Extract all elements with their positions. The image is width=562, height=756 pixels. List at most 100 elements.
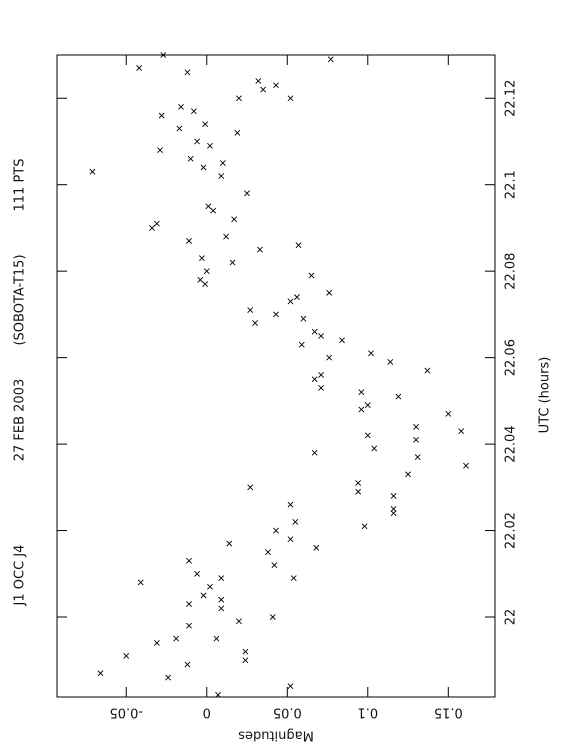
x-tick-label: 22	[504, 609, 519, 626]
data-point	[294, 294, 300, 301]
x-tick-label: 22.04	[504, 425, 519, 462]
x-tick-label: 22.08	[504, 253, 519, 290]
data-point	[178, 103, 184, 110]
data-point	[287, 95, 294, 102]
data-point	[273, 311, 279, 318]
data-point	[173, 635, 180, 642]
data-point	[395, 393, 402, 400]
data-point	[153, 640, 160, 646]
data-point	[190, 108, 197, 115]
data-point	[236, 618, 242, 625]
data-point	[200, 592, 207, 599]
data-point	[136, 65, 143, 71]
data-point	[184, 69, 191, 76]
data-point	[158, 112, 165, 119]
data-point	[157, 147, 163, 154]
y-tick-label: 0.05	[273, 705, 302, 720]
data-point	[202, 121, 209, 128]
data-point	[361, 523, 368, 530]
title-part: 27 FEB 2003	[13, 379, 28, 462]
data-point	[287, 683, 294, 690]
data-point	[358, 406, 365, 413]
plot-frame: J1 OCC J4 27 FEB 2003 (SOBOTA-T15) 111 P…	[13, 52, 553, 743]
title-part: (SOBOTA-T15)	[13, 254, 28, 345]
data-point	[205, 203, 212, 210]
data-point	[273, 82, 279, 89]
data-point	[269, 614, 276, 620]
data-point	[327, 56, 334, 63]
data-point	[355, 488, 362, 495]
data-point	[160, 52, 167, 58]
data-point	[413, 436, 420, 443]
data-point	[364, 402, 371, 409]
data-point	[298, 341, 305, 348]
data-point	[313, 544, 320, 551]
data-point	[255, 78, 262, 84]
data-point	[123, 653, 130, 659]
data-point	[242, 657, 249, 664]
data-point	[215, 691, 221, 698]
data-point	[368, 350, 374, 357]
y-tick-label: 0	[203, 705, 211, 720]
data-point	[287, 536, 294, 543]
data-point	[311, 449, 318, 456]
data-point	[242, 648, 249, 655]
data-point	[200, 164, 207, 171]
data-point	[424, 367, 431, 374]
data-point	[295, 242, 302, 249]
data-point	[153, 220, 160, 227]
data-point	[207, 142, 213, 149]
y-axis-label: Magnitudes	[238, 728, 314, 743]
data-point	[300, 315, 307, 322]
data-point	[273, 527, 279, 534]
y-tick-label: -0.05	[109, 705, 143, 720]
data-point	[165, 674, 172, 681]
data-point	[318, 384, 325, 391]
data-point	[463, 462, 469, 469]
x-tick-label: 22.12	[504, 80, 519, 117]
data-point	[271, 562, 278, 569]
data-point	[260, 86, 267, 93]
data-point	[207, 583, 213, 590]
data-point	[176, 125, 183, 132]
data-point	[184, 661, 191, 668]
data-point	[89, 168, 96, 175]
data-point	[371, 445, 378, 452]
data-point	[287, 501, 294, 508]
y-tick-label: 0.15	[434, 705, 463, 720]
data-point	[308, 272, 315, 279]
x-tick-label: 22.06	[504, 339, 519, 376]
data-point	[229, 259, 236, 266]
data-point	[197, 276, 204, 283]
data-point	[287, 298, 294, 305]
title-part: 111 PTS	[13, 159, 28, 212]
data-point	[339, 337, 345, 344]
data-point	[405, 471, 411, 478]
data-point	[231, 216, 238, 223]
data-point	[244, 190, 250, 197]
data-point	[364, 432, 371, 439]
data-point	[210, 207, 217, 214]
data-point	[390, 506, 397, 512]
data-point	[186, 622, 192, 629]
plot-border	[56, 54, 496, 698]
data-point	[265, 549, 271, 556]
data-point	[247, 484, 254, 491]
x-axis-label: UTC (hours)	[538, 357, 553, 434]
data-point	[311, 328, 318, 335]
data-point	[326, 289, 333, 296]
data-point	[236, 95, 242, 102]
data-point	[186, 557, 192, 564]
data-point	[203, 268, 210, 275]
y-tick-label: 0.1	[357, 705, 378, 720]
data-point	[413, 423, 420, 430]
data-point	[445, 410, 452, 417]
data-point	[318, 372, 325, 378]
data-point	[218, 605, 225, 612]
data-point	[226, 540, 233, 547]
data-point	[194, 138, 201, 145]
data-point	[326, 354, 333, 361]
data-point	[234, 129, 241, 136]
data-point	[387, 359, 394, 365]
data-point	[219, 160, 226, 166]
